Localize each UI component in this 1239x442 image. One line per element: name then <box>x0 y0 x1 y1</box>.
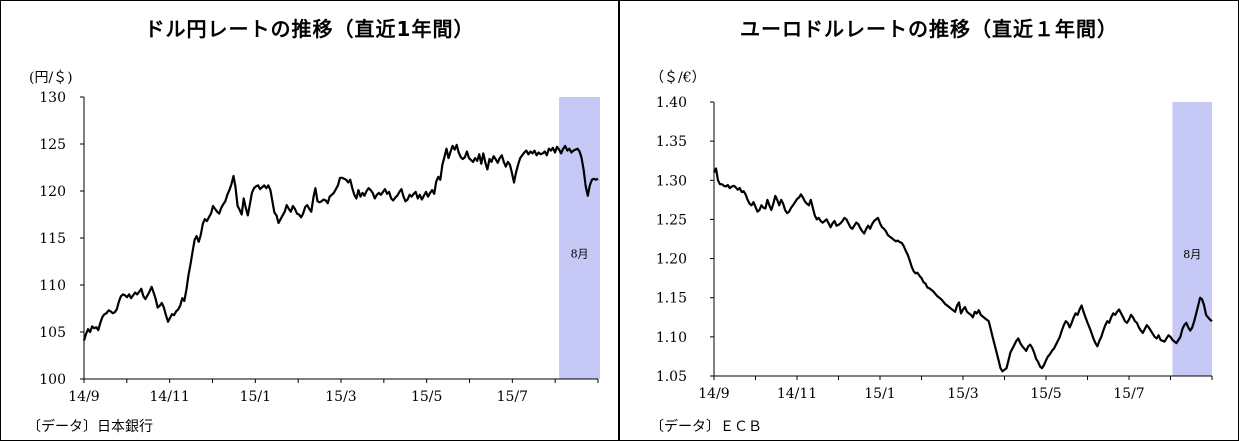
y-tick-label: 100 <box>39 372 66 388</box>
chart-title: ユーロドルレートの推移（直近１年間） <box>740 17 1118 41</box>
x-tick-label: 15/5 <box>1030 386 1061 402</box>
y-tick-label: 125 <box>39 137 66 153</box>
x-tick-label: 15/3 <box>325 389 356 405</box>
x-tick-label: 14/11 <box>777 386 817 402</box>
y-axis-unit: (円/＄) <box>29 70 73 86</box>
x-tick-label: 15/3 <box>947 386 978 402</box>
y-axis-unit: （＄/€） <box>650 70 706 86</box>
eur-usd-chart: 8月 1.05 1.10 1.15 1.20 1.25 1.30 1.35 1.40 14/9 14… <box>656 95 1213 402</box>
series-line <box>82 143 599 341</box>
y-tick-label: 120 <box>39 184 66 200</box>
y-tick-label: 1.10 <box>656 330 687 346</box>
data-source: 〔データ〕ＥＣＢ <box>650 419 762 435</box>
chart-title: ドル円レートの推移（直近1年間） <box>144 17 475 41</box>
data-source: 〔データ〕日本銀行 <box>27 419 153 435</box>
y-tick-label: 1.15 <box>656 291 687 307</box>
y-tick-label: 130 <box>39 90 66 106</box>
august-highlight-band <box>1172 102 1212 376</box>
y-tick-label: 110 <box>39 278 66 294</box>
y-tick-label: 1.30 <box>656 173 687 189</box>
x-tick-label: 15/1 <box>864 386 895 402</box>
eur-usd-panel: ユーロドルレートの推移（直近１年間） （＄/€） 8月 1.05 1.10 1.15 1… <box>619 0 1239 441</box>
usd-jpy-panel: ドル円レートの推移（直近1年間） (円/＄) 8月 100 105 110 115 120… <box>0 0 619 441</box>
x-tick-label: 14/9 <box>698 386 729 402</box>
x-tick-label: 14/11 <box>149 389 189 405</box>
y-tick-label: 1.05 <box>656 369 687 385</box>
y-tick-label: 105 <box>39 325 66 341</box>
x-tick-label: 15/7 <box>497 389 528 405</box>
y-tick-label: 115 <box>39 231 66 247</box>
x-tick-label: 15/5 <box>411 389 442 405</box>
x-tick-label: 14/9 <box>68 389 99 405</box>
y-tick-label: 1.40 <box>656 95 687 111</box>
y-tick-label: 1.35 <box>656 134 687 150</box>
x-tick-label: 15/7 <box>1113 386 1144 402</box>
y-tick-label: 1.20 <box>656 252 687 268</box>
highlight-label: 8月 <box>1183 248 1201 261</box>
august-highlight-band <box>559 97 601 379</box>
series-line <box>713 167 1213 373</box>
x-tick-label: 15/1 <box>240 389 271 405</box>
usd-jpy-chart: 8月 100 105 110 115 120 125 130 14/9 14/11 15/1 15/3… <box>39 90 601 405</box>
highlight-label: 8月 <box>571 248 589 261</box>
y-tick-label: 1.25 <box>656 212 687 228</box>
